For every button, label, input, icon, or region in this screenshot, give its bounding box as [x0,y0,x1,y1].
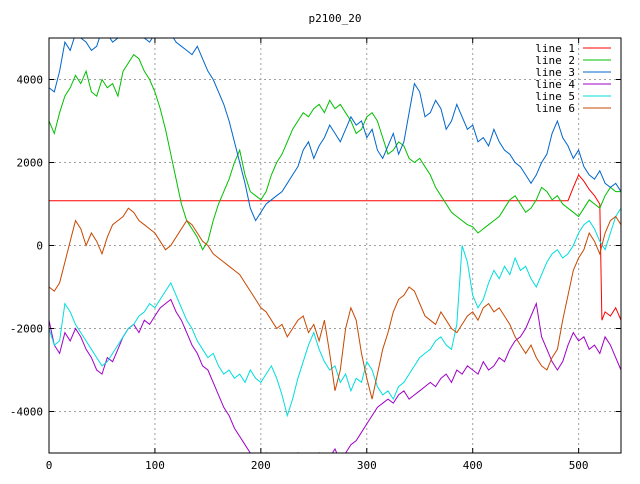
y-tick-label: 2000 [17,157,44,170]
grid [49,38,621,453]
legend-label-3: line 3 [535,66,575,79]
y-tick-label: 4000 [17,74,44,87]
series-line-6 [49,207,621,400]
x-tick-label: 500 [569,459,589,472]
legend-label-6: line 6 [535,102,575,115]
chart-title: p2100_20 [309,12,362,25]
series-layer [49,38,621,453]
x-tick-label: 200 [251,459,271,472]
y-tick-label: -2000 [10,323,43,336]
x-tick-label: 400 [463,459,483,472]
series-line-2 [49,53,621,251]
y-tick-label: 0 [36,240,43,253]
series-line-1 [49,173,621,321]
x-tick-label: 0 [46,459,53,472]
legend-label-1: line 1 [535,42,575,55]
x-tick-label: 300 [357,459,377,472]
x-tick-label: 100 [145,459,165,472]
legend-label-2: line 2 [535,54,575,67]
legend-label-4: line 4 [535,78,575,91]
series-line-4 [49,298,621,453]
series-line-5 [49,207,621,418]
legend-label-5: line 5 [535,90,575,103]
ticks: 0 100 200 300 400 500 -4000 -2000 0 2000 4000 [10,38,621,472]
series-line-3 [49,38,621,222]
y-tick-label: -4000 [10,406,43,419]
